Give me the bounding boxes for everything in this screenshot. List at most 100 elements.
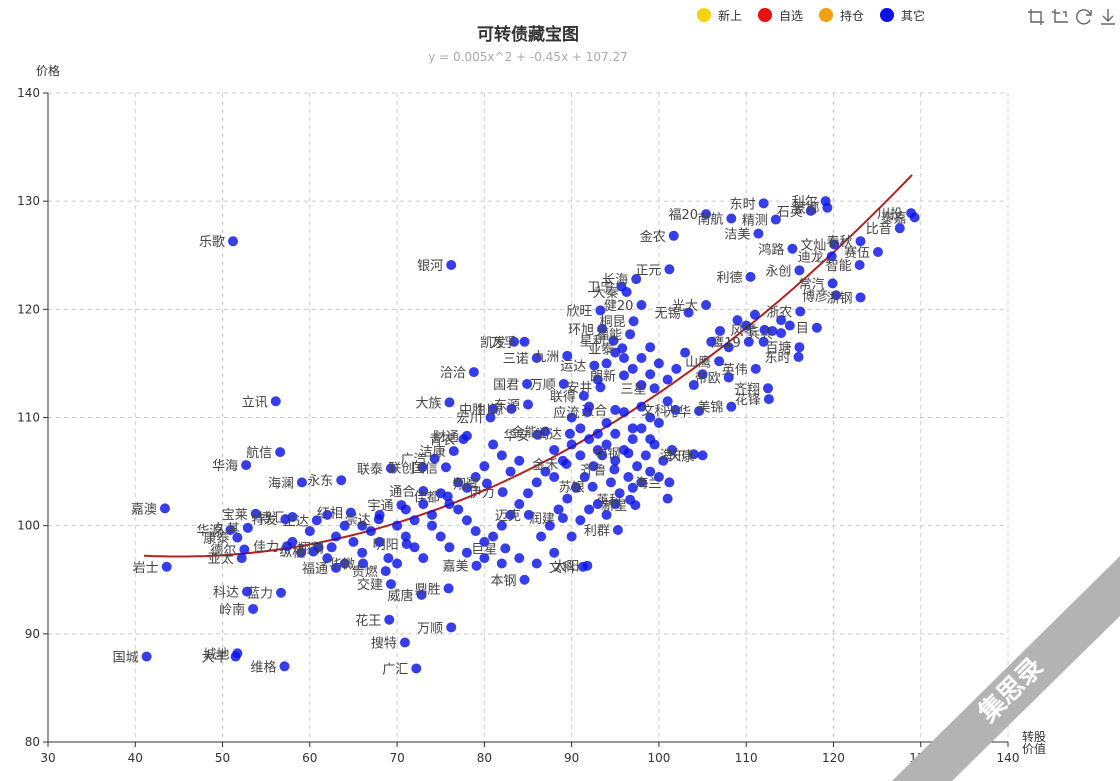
data-point (750, 363, 761, 374)
data-point (610, 347, 621, 358)
legend-label: 其它 (901, 8, 926, 23)
data-point (416, 589, 427, 600)
data-point (714, 356, 725, 367)
data-point (872, 247, 883, 258)
data-point (443, 583, 454, 594)
data-point (794, 265, 805, 276)
legend-item-other[interactable]: 其它 (880, 7, 925, 24)
data-point (595, 305, 606, 316)
data-point (787, 243, 798, 254)
legend-item-new[interactable]: 新上 (697, 7, 742, 24)
data-point-label: 立讯 (242, 395, 268, 410)
data-point (336, 475, 347, 486)
data-point (564, 428, 575, 439)
data-point (592, 499, 603, 510)
zoom-reset-icon[interactable] (1049, 6, 1071, 28)
download-icon[interactable] (1097, 6, 1119, 28)
data-point (827, 278, 838, 289)
data-point (578, 390, 589, 401)
data-point (345, 507, 356, 518)
data-point (784, 320, 795, 331)
data-point (584, 401, 595, 412)
data-point-label: 金能 (511, 425, 537, 441)
data-point (458, 434, 469, 445)
data-point (453, 504, 464, 515)
data-point (645, 466, 656, 477)
x-tick-label: 90 (564, 751, 579, 765)
data-point-label: 万顺 (417, 621, 443, 636)
data-point (726, 401, 737, 412)
data-point (605, 477, 616, 488)
legend-item-watchlist[interactable]: 自选 (758, 7, 803, 24)
zoom-area-icon[interactable] (1025, 6, 1047, 28)
data-point-label: 翔翔 (298, 541, 324, 556)
data-point (723, 342, 734, 353)
data-point-label: 宝莱 (222, 508, 248, 523)
data-point-label: 迪龙 (798, 250, 824, 265)
data-point-label: 联创 (388, 461, 414, 476)
data-point-label: 三诺 (503, 352, 529, 367)
data-point (505, 466, 516, 477)
data-point (776, 315, 787, 326)
data-point-label: 川源 (477, 403, 503, 418)
data-point-label: 花锋 (735, 392, 761, 408)
chart-subtitle: y = 0.005x^2 + -0.45x + 107.27 (428, 50, 628, 64)
data-point (241, 460, 252, 471)
x-tick-label: 80 (477, 751, 492, 765)
data-point-label: 巨星 (471, 542, 497, 557)
data-point (357, 520, 368, 531)
data-point (311, 515, 322, 526)
data-point (653, 471, 664, 482)
data-point (374, 509, 385, 520)
x-tick-label: 100 (647, 751, 670, 765)
data-point (758, 198, 769, 209)
data-point-label: 金禾 (532, 457, 558, 473)
legend-item-holding[interactable]: 持仓 (819, 7, 864, 24)
data-point-label: 东时 (765, 351, 791, 366)
data-point-label: 常汽 (799, 277, 825, 292)
data-point (348, 536, 359, 547)
data-point (418, 499, 429, 510)
data-point-label: 佳都 (414, 490, 440, 505)
data-point (453, 477, 464, 488)
data-point (496, 450, 507, 461)
data-point-label: 润建 (529, 512, 555, 527)
data-point (400, 504, 411, 515)
data-point-label: 石英 (777, 205, 803, 220)
data-point (688, 380, 699, 391)
x-tick-label: 130 (909, 751, 932, 765)
data-point (496, 558, 507, 569)
data-point (763, 394, 774, 405)
data-point (566, 439, 577, 450)
data-point (749, 309, 760, 320)
data-point-label: 大族 (415, 395, 441, 411)
data-point (444, 499, 455, 510)
x-tick-label: 110 (735, 751, 758, 765)
data-point (627, 482, 638, 493)
data-point-label: 花王 (355, 613, 381, 629)
data-point (575, 450, 586, 461)
data-point (385, 463, 396, 474)
data-point (497, 487, 508, 498)
data-point (667, 444, 677, 455)
data-point (488, 531, 499, 542)
restore-icon[interactable] (1073, 6, 1095, 28)
fit-curve (143, 174, 913, 558)
data-point (326, 542, 337, 553)
data-point (601, 509, 612, 520)
data-point-label: 欣旺 (566, 304, 592, 319)
data-point (636, 300, 647, 311)
data-point-label: 贵燃 (352, 564, 378, 580)
legend-swatch (880, 8, 895, 22)
data-point (500, 543, 511, 554)
data-point-label: 联泰 (357, 462, 383, 477)
data-point-label: 润达 (536, 428, 562, 443)
data-point (339, 520, 350, 531)
data-point (531, 353, 542, 364)
data-point (628, 316, 639, 327)
data-point-label: 东时 (730, 197, 756, 212)
data-point (645, 412, 656, 423)
data-point (610, 428, 621, 439)
data-point-label: 华源 (196, 524, 222, 539)
